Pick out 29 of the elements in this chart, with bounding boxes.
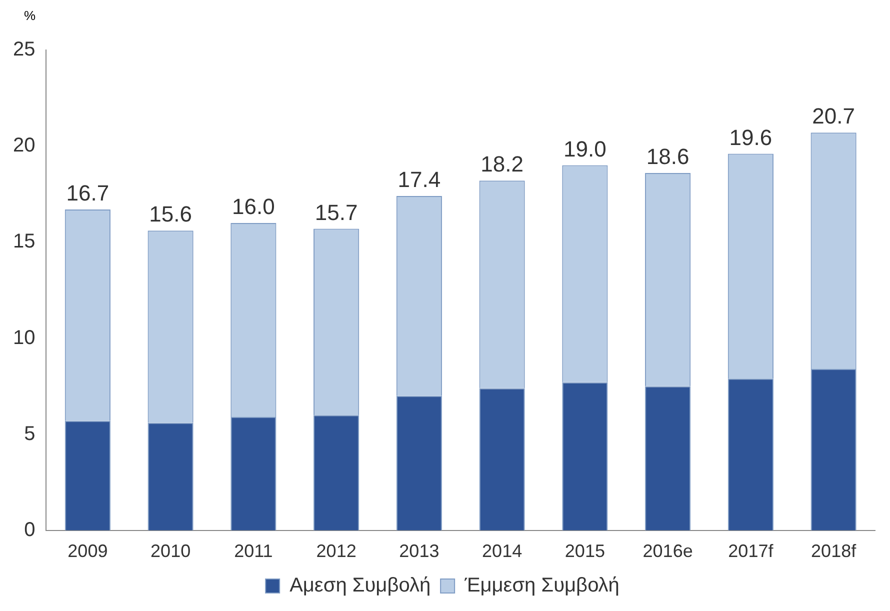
y-tick-label: 0 xyxy=(24,518,36,541)
x-tick-label: 2013 xyxy=(399,541,440,562)
x-tick-label: 2016e xyxy=(642,541,693,562)
total-label: 16.0 xyxy=(232,194,275,220)
total-label: 18.6 xyxy=(646,144,690,170)
x-tick-label: 2017f xyxy=(728,541,774,562)
y-axis-title: % xyxy=(24,8,36,23)
total-label: 19.6 xyxy=(729,124,772,150)
x-tick-label: 2014 xyxy=(482,541,522,562)
x-tick-label: 2009 xyxy=(68,541,108,562)
y-tick-label: 25 xyxy=(12,38,36,61)
total-label: 17.4 xyxy=(398,167,441,192)
total-label: 15.6 xyxy=(149,202,192,227)
y-tick-label: 20 xyxy=(12,134,36,157)
total-label: 20.7 xyxy=(812,104,855,129)
x-tick-label: 2015 xyxy=(564,541,605,562)
y-tick-label: 10 xyxy=(12,326,36,349)
total-label: 19.0 xyxy=(564,136,606,162)
total-label: 15.7 xyxy=(314,200,358,225)
y-tick-label: 5 xyxy=(24,422,36,445)
legend-label: Έμμεση Συμβολή xyxy=(464,574,620,597)
y-tick-label: 15 xyxy=(12,230,36,253)
total-label: 16.7 xyxy=(66,180,110,206)
x-tick-label: 2010 xyxy=(150,541,191,562)
legend-label: Αμεση Συμβολή xyxy=(290,574,431,597)
x-tick-label: 2018f xyxy=(811,541,858,562)
x-tick-label: 2011 xyxy=(234,541,273,562)
total-label: 18.2 xyxy=(480,152,524,177)
x-tick-label: 2012 xyxy=(316,541,356,562)
